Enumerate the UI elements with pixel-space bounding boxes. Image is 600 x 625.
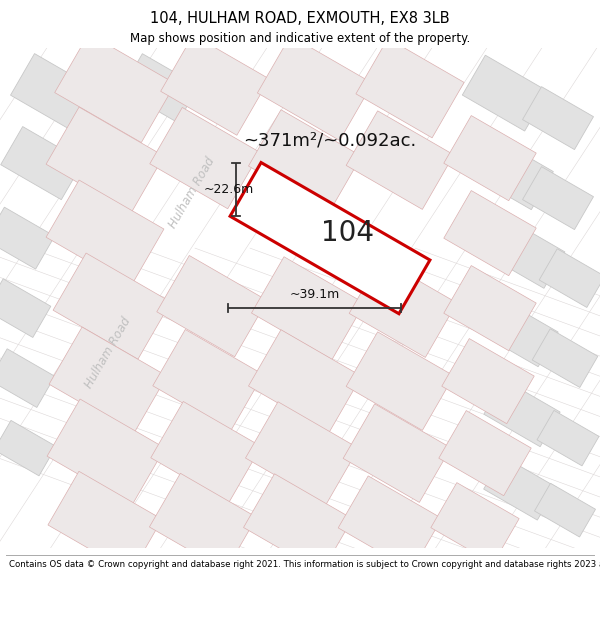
Text: ~39.1m: ~39.1m <box>289 288 340 301</box>
Text: Map shows position and indicative extent of the property.: Map shows position and indicative extent… <box>130 32 470 46</box>
Polygon shape <box>539 249 600 308</box>
Polygon shape <box>161 35 269 135</box>
Polygon shape <box>248 110 362 213</box>
Polygon shape <box>47 399 165 505</box>
Polygon shape <box>151 401 261 502</box>
Polygon shape <box>431 482 519 564</box>
Polygon shape <box>0 279 51 338</box>
Polygon shape <box>439 411 531 496</box>
Text: Hulham Road: Hulham Road <box>82 316 134 391</box>
Polygon shape <box>523 167 593 229</box>
Text: ~22.6m: ~22.6m <box>204 183 254 196</box>
Polygon shape <box>444 191 536 276</box>
Polygon shape <box>46 180 164 286</box>
Polygon shape <box>157 256 267 357</box>
Polygon shape <box>484 456 556 520</box>
Polygon shape <box>346 111 454 209</box>
Polygon shape <box>230 162 430 314</box>
Polygon shape <box>121 54 199 122</box>
Polygon shape <box>244 474 352 572</box>
Polygon shape <box>349 259 457 358</box>
Polygon shape <box>245 402 359 504</box>
Text: 104, HULHAM ROAD, EXMOUTH, EX8 3LB: 104, HULHAM ROAD, EXMOUTH, EX8 3LB <box>150 11 450 26</box>
Polygon shape <box>535 483 596 537</box>
Polygon shape <box>251 257 365 359</box>
Polygon shape <box>1 127 83 199</box>
Polygon shape <box>53 253 171 359</box>
Polygon shape <box>444 266 536 351</box>
Polygon shape <box>484 379 560 447</box>
Polygon shape <box>46 107 164 213</box>
Text: Contains OS data © Crown copyright and database right 2021. This information is : Contains OS data © Crown copyright and d… <box>9 560 600 569</box>
Polygon shape <box>257 36 373 141</box>
Polygon shape <box>338 476 442 571</box>
Polygon shape <box>463 55 548 131</box>
Polygon shape <box>482 299 558 367</box>
Polygon shape <box>0 349 55 408</box>
Polygon shape <box>49 327 167 433</box>
Polygon shape <box>356 38 464 138</box>
Polygon shape <box>150 107 260 209</box>
Polygon shape <box>537 411 599 466</box>
Polygon shape <box>346 332 454 431</box>
Polygon shape <box>48 471 162 573</box>
Polygon shape <box>153 329 263 431</box>
Polygon shape <box>444 116 536 201</box>
Text: Hulham Road: Hulham Road <box>166 156 218 231</box>
Polygon shape <box>442 339 534 424</box>
Text: 104: 104 <box>322 219 374 247</box>
Polygon shape <box>0 207 55 269</box>
Polygon shape <box>523 87 593 149</box>
Polygon shape <box>149 473 257 571</box>
Polygon shape <box>248 330 362 432</box>
Polygon shape <box>11 54 100 132</box>
Polygon shape <box>485 218 565 288</box>
Polygon shape <box>55 34 175 142</box>
Polygon shape <box>532 329 598 388</box>
Polygon shape <box>0 421 56 476</box>
Text: ~371m²/~0.092ac.: ~371m²/~0.092ac. <box>244 131 416 149</box>
Polygon shape <box>470 137 553 209</box>
Polygon shape <box>343 404 451 502</box>
